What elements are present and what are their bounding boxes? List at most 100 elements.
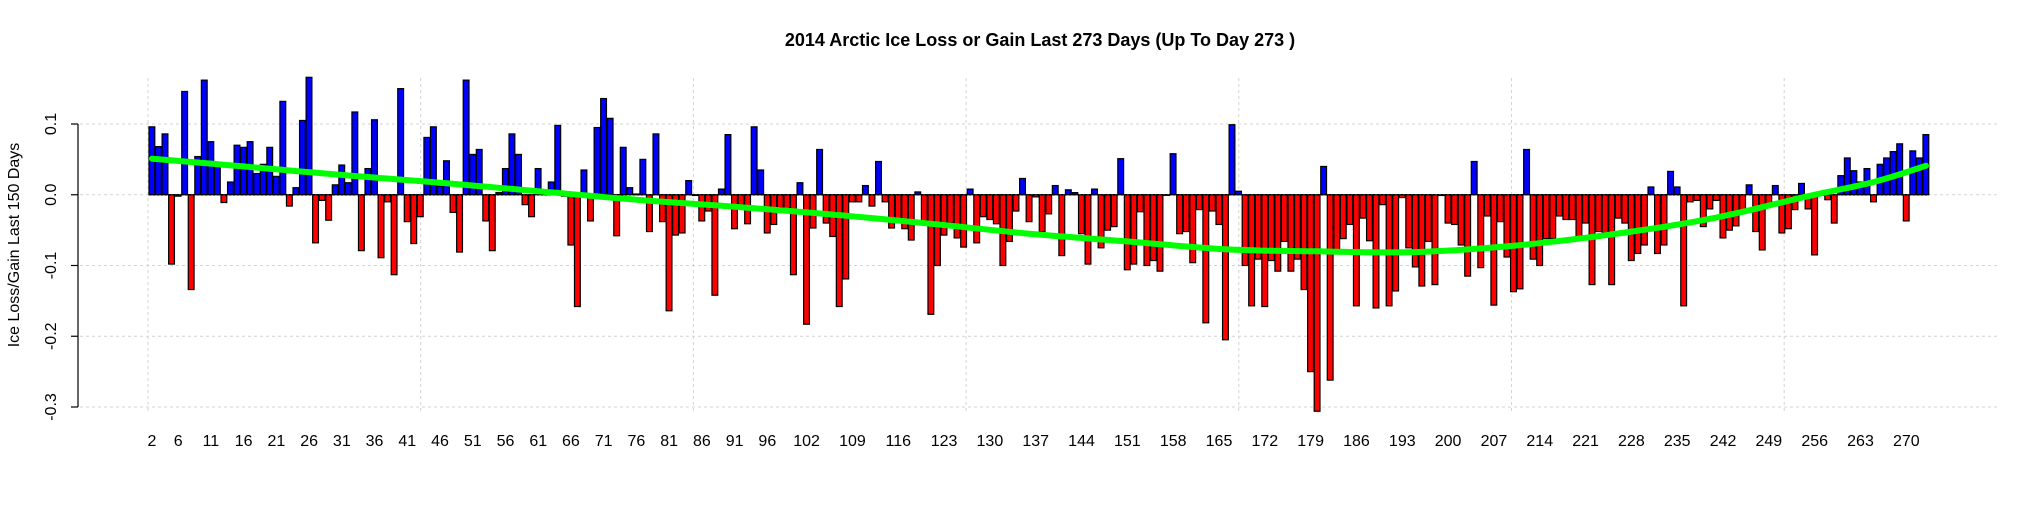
bar-day-261 xyxy=(1843,157,1851,196)
bar-day-175 xyxy=(1280,194,1288,243)
bar-day-167 xyxy=(1228,124,1236,196)
bar-day-27 xyxy=(312,194,320,244)
bar-day-223 xyxy=(1595,194,1603,233)
bar-day-150 xyxy=(1117,158,1125,196)
bar-day-35 xyxy=(364,167,372,196)
bar-day-203 xyxy=(1464,194,1472,277)
bar-day-105 xyxy=(822,194,830,224)
bar-day-197 xyxy=(1424,194,1432,243)
bar-day-52 xyxy=(475,148,483,196)
bar-day-116 xyxy=(894,194,902,222)
x-tick-label: 263 xyxy=(1847,433,1874,450)
bar-day-144 xyxy=(1077,194,1085,235)
x-tick-label: 91 xyxy=(726,433,744,450)
bar-day-121 xyxy=(927,194,935,315)
bar-day-130 xyxy=(986,194,994,221)
bar-day-53 xyxy=(482,194,490,222)
y-tick-label: 0.1 xyxy=(43,113,60,135)
bars xyxy=(148,76,1930,412)
x-tick-label: 2 xyxy=(148,433,157,450)
bar-day-43 xyxy=(416,194,424,218)
x-tick-label: 165 xyxy=(1206,433,1233,450)
bar-day-151 xyxy=(1123,194,1131,271)
bar-day-241 xyxy=(1712,194,1720,202)
bar-day-100 xyxy=(789,194,797,276)
bar-day-84 xyxy=(685,180,693,196)
bar-day-124 xyxy=(947,194,955,224)
bar-day-7 xyxy=(181,90,189,196)
bar-day-40 xyxy=(397,88,405,196)
bar-day-48 xyxy=(449,194,457,214)
bar-day-3 xyxy=(154,146,162,196)
bar-day-183 xyxy=(1333,194,1341,251)
bar-day-187 xyxy=(1359,194,1367,219)
bar-day-269 xyxy=(1896,143,1904,196)
bar-day-252 xyxy=(1784,194,1792,230)
y-tick-label: 0.0 xyxy=(43,184,60,206)
x-tick-label: 86 xyxy=(693,433,711,450)
bar-day-68 xyxy=(580,169,588,196)
bar-day-117 xyxy=(901,194,909,230)
x-tick-label: 16 xyxy=(235,433,253,450)
bar-day-125 xyxy=(953,194,961,239)
bar-day-160 xyxy=(1182,194,1190,233)
x-tick-label: 249 xyxy=(1756,433,1783,450)
x-tick-labels: 2 6 11 16 21 26 31 36 41 46 51 56 61 66 71 76 81 86 91 96 10… xyxy=(148,433,1920,450)
x-tick-label: 200 xyxy=(1435,433,1462,450)
bar-day-185 xyxy=(1346,194,1354,226)
bar-day-204 xyxy=(1470,160,1478,196)
bar-day-135 xyxy=(1019,177,1027,196)
x-tick-label: 214 xyxy=(1526,433,1553,450)
bar-day-188 xyxy=(1365,194,1373,242)
bar-day-148 xyxy=(1104,194,1112,231)
x-tick-label: 71 xyxy=(595,433,613,450)
x-tick-label: 186 xyxy=(1343,433,1370,450)
bar-day-99 xyxy=(783,194,791,210)
bar-day-33 xyxy=(351,111,359,196)
bar-day-42 xyxy=(410,194,418,245)
bar-day-134 xyxy=(1012,194,1020,212)
bar-day-176 xyxy=(1287,194,1295,272)
bar-day-91 xyxy=(730,194,738,230)
bar-day-226 xyxy=(1614,194,1622,219)
bar-day-37 xyxy=(377,194,385,259)
bar-day-30 xyxy=(331,184,339,196)
bar-day-13 xyxy=(220,194,228,204)
bar-day-8 xyxy=(187,194,195,291)
x-tick-label: 26 xyxy=(300,433,318,450)
bar-day-190 xyxy=(1379,194,1387,206)
x-tick-label: 6 xyxy=(174,433,183,450)
bar-day-140 xyxy=(1051,184,1059,196)
bar-day-235 xyxy=(1673,186,1681,196)
bar-day-248 xyxy=(1758,194,1766,251)
bar-day-162 xyxy=(1195,194,1203,211)
bar-day-21 xyxy=(272,175,280,196)
bar-day-41 xyxy=(403,194,411,223)
bar-day-227 xyxy=(1621,194,1629,224)
bar-day-237 xyxy=(1686,194,1694,203)
bar-day-259 xyxy=(1830,194,1838,224)
x-tick-label: 256 xyxy=(1801,433,1828,450)
bar-day-5 xyxy=(168,194,176,265)
bar-day-201 xyxy=(1451,194,1459,226)
bar-day-23 xyxy=(285,194,293,207)
x-tick-label: 21 xyxy=(267,433,285,450)
bar-day-136 xyxy=(1025,194,1033,223)
bar-day-206 xyxy=(1483,194,1491,217)
bar-day-192 xyxy=(1392,194,1400,292)
x-tick-label: 76 xyxy=(628,433,646,450)
bar-day-89 xyxy=(717,188,725,196)
bar-day-60 xyxy=(528,194,536,218)
bar-day-29 xyxy=(325,194,333,221)
y-tick-label: -0.2 xyxy=(43,322,60,350)
bar-day-88 xyxy=(711,194,719,296)
bar-day-211 xyxy=(1516,194,1524,290)
bar-day-153 xyxy=(1136,194,1144,213)
bar-day-4 xyxy=(161,133,169,196)
bar-day-15 xyxy=(233,144,241,196)
bar-day-95 xyxy=(757,169,765,196)
bar-day-272 xyxy=(1915,157,1923,196)
bar-day-149 xyxy=(1110,194,1118,228)
bar-day-32 xyxy=(344,182,352,196)
x-tick-label: 46 xyxy=(431,433,449,450)
